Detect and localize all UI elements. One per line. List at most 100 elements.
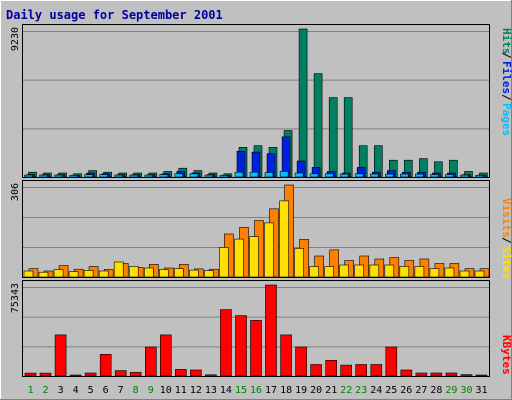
bar-pages-day-5	[84, 174, 93, 178]
bar-pages-day-25	[384, 173, 394, 178]
legend-separator: /	[500, 52, 512, 59]
x-tick-label-day-13: 13	[205, 385, 217, 396]
x-tick-label-day-25: 25	[385, 385, 397, 396]
bar-pages-day-2	[39, 174, 48, 178]
x-tick-label-day-11: 11	[175, 385, 187, 396]
y-max-label: 9230	[10, 27, 21, 51]
x-tick-label-day-17: 17	[265, 385, 277, 396]
x-tick-label-day-1: 1	[27, 385, 33, 396]
x-tick-label-day-15: 15	[235, 385, 247, 396]
bar-pages-day-14	[219, 175, 229, 178]
bar-sites-day-14	[219, 247, 229, 278]
bar-kbytes-day-13	[205, 374, 217, 377]
bar-kbytes-day-24	[370, 364, 383, 377]
bar-pages-day-10	[159, 174, 169, 178]
bar-kbytes-day-28	[430, 372, 443, 377]
bar-sites-day-17	[264, 222, 274, 278]
legend-separator: /	[500, 94, 512, 101]
legend-hits: Hits	[500, 28, 512, 55]
bar-sites-day-11	[174, 268, 184, 278]
x-tick-label-day-2: 2	[42, 385, 48, 396]
x-tick-label-day-9: 9	[148, 385, 154, 396]
x-tick-label-day-14: 14	[220, 385, 232, 396]
bar-pages-day-15	[234, 171, 244, 178]
bar-pages-day-8	[129, 174, 138, 178]
x-tick-label-day-31: 31	[475, 385, 487, 396]
bar-kbytes-day-10	[160, 334, 172, 377]
bar-kbytes-day-22	[340, 364, 353, 377]
bar-sites-day-20	[309, 266, 319, 278]
bar-kbytes-day-7	[114, 370, 127, 377]
bar-sites-day-6	[98, 270, 109, 278]
bar-sites-day-2	[38, 271, 49, 278]
plot-border	[22, 280, 490, 377]
bar-pages-day-1	[24, 174, 33, 178]
bar-pages-day-11	[174, 173, 184, 178]
bar-sites-day-7	[113, 261, 124, 278]
legend-sites-visits: Visits / Sites	[500, 198, 512, 279]
chart-title: Daily usage for September 2001	[6, 8, 223, 22]
x-tick-label-day-23: 23	[355, 385, 367, 396]
hits-files-pages-panel: 9230	[10, 24, 490, 178]
x-tick-label-day-26: 26	[400, 385, 412, 396]
bar-kbytes-day-3	[54, 334, 67, 377]
bar-pages-day-20	[309, 173, 319, 178]
legend-separator: /	[500, 237, 512, 244]
bar-pages-day-6	[99, 174, 108, 178]
bar-kbytes-day-4	[69, 374, 82, 377]
bar-pages-day-4	[69, 175, 78, 178]
x-tick-label-day-3: 3	[58, 385, 64, 396]
bar-pages-day-17	[264, 172, 274, 178]
bar-pages-day-18	[279, 171, 289, 178]
x-tick-label-day-19: 19	[295, 385, 307, 396]
bar-kbytes-day-31	[475, 374, 488, 377]
plot-border	[22, 24, 490, 178]
bar-sites-day-29	[444, 267, 455, 278]
x-tick-label-day-21: 21	[325, 385, 337, 396]
visits-sites-panel: 306	[10, 180, 490, 278]
x-tick-label-day-4: 4	[73, 385, 79, 396]
bar-pages-day-3	[54, 174, 63, 178]
x-tick-label-day-8: 8	[133, 385, 139, 396]
bar-sites-day-12	[189, 269, 199, 278]
y-max-label: 306	[10, 183, 21, 201]
bar-pages-day-26	[399, 173, 409, 178]
y-max-label: 75343	[10, 283, 21, 313]
bar-sites-day-30	[459, 270, 470, 278]
bar-kbytes-day-9	[145, 346, 157, 377]
bar-kbytes-day-27	[415, 372, 428, 377]
bar-hits-day-21	[328, 97, 338, 178]
bar-kbytes-day-25	[385, 346, 398, 377]
bar-sites-day-13	[204, 270, 214, 278]
bar-kbytes-day-17	[265, 284, 277, 377]
bar-pages-day-27	[415, 173, 424, 178]
x-tick-label-day-6: 6	[103, 385, 109, 396]
x-tick-label-day-29: 29	[445, 385, 457, 396]
bar-sites-day-4	[68, 271, 79, 278]
bar-sites-day-26	[399, 266, 410, 278]
bar-kbytes-day-20	[310, 364, 322, 377]
x-tick-label-day-5: 5	[88, 385, 94, 396]
bar-kbytes-day-29	[445, 372, 458, 377]
x-tick-label-day-30: 30	[460, 385, 472, 396]
bar-sites-day-8	[128, 266, 139, 278]
bar-pages-day-29	[445, 174, 454, 178]
bar-kbytes-day-5	[84, 372, 97, 377]
bar-sites-day-3	[53, 269, 64, 278]
bar-pages-day-23	[354, 173, 364, 178]
bar-pages-day-7	[114, 174, 123, 178]
bar-sites-day-27	[414, 266, 425, 278]
bar-kbytes-day-19	[295, 346, 307, 377]
bar-kbytes-day-12	[190, 369, 202, 377]
plot-border	[22, 180, 490, 278]
kbytes-panel: 75343	[10, 280, 490, 377]
legend-kbytes: KBytes	[500, 335, 512, 375]
bar-pages-day-21	[324, 173, 334, 178]
bar-kbytes-day-15	[235, 315, 247, 377]
bar-pages-day-30	[460, 174, 469, 178]
bar-pages-day-31	[475, 175, 484, 178]
bar-kbytes-day-8	[129, 372, 142, 377]
bar-sites-day-28	[429, 268, 440, 278]
x-tick-label-day-10: 10	[160, 385, 172, 396]
